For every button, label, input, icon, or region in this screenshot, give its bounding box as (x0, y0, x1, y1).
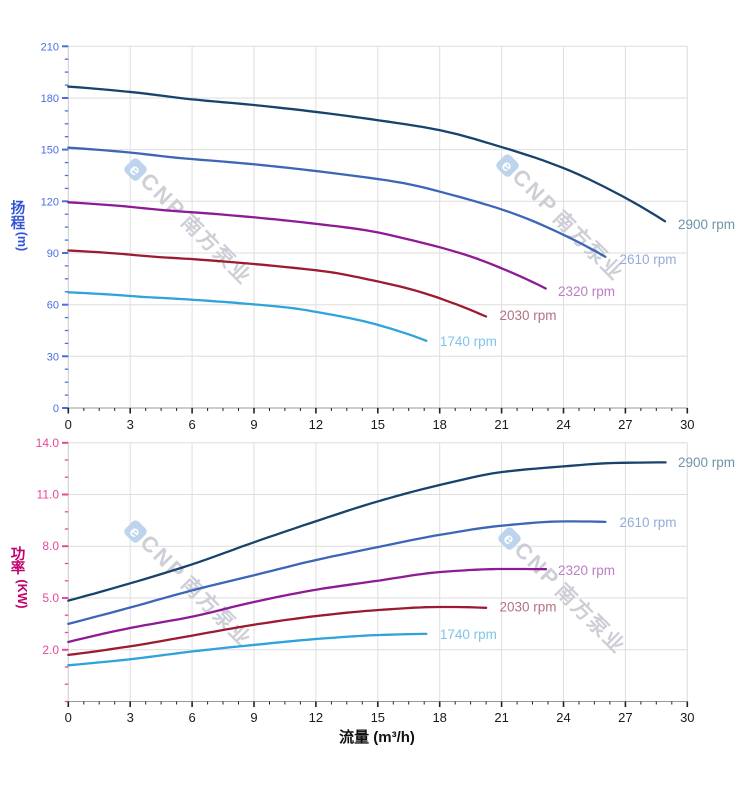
svg-text:180: 180 (41, 93, 59, 105)
svg-text:2030 rpm: 2030 rpm (500, 600, 557, 615)
svg-text:0: 0 (65, 710, 72, 725)
svg-text:2610 rpm: 2610 rpm (620, 515, 677, 530)
svg-text:率: 率 (11, 559, 26, 577)
svg-text:5.0: 5.0 (42, 591, 59, 605)
svg-text:3: 3 (127, 710, 134, 725)
svg-text:扬: 扬 (11, 199, 26, 217)
svg-text:24: 24 (556, 710, 570, 725)
svg-text:27: 27 (618, 710, 632, 725)
svg-text:120: 120 (41, 196, 59, 208)
svg-text:2030 rpm: 2030 rpm (500, 308, 557, 323)
svg-text:(KW): (KW) (15, 579, 29, 608)
svg-text:6: 6 (188, 710, 195, 725)
svg-text:15: 15 (371, 417, 385, 432)
svg-text:2320 rpm: 2320 rpm (558, 563, 615, 578)
svg-text:(m): (m) (15, 232, 29, 251)
svg-text:6: 6 (188, 417, 195, 432)
svg-text:30: 30 (680, 710, 694, 725)
svg-text:9: 9 (250, 417, 257, 432)
svg-text:1740 rpm: 1740 rpm (440, 627, 497, 642)
svg-text:60: 60 (47, 300, 59, 312)
svg-text:210: 210 (41, 41, 59, 53)
svg-text:21: 21 (494, 417, 508, 432)
svg-text:15: 15 (371, 710, 385, 725)
svg-text:27: 27 (618, 417, 632, 432)
svg-text:2.0: 2.0 (42, 643, 59, 657)
svg-text:30: 30 (680, 417, 694, 432)
svg-text:12: 12 (309, 417, 323, 432)
svg-text:12: 12 (309, 710, 323, 725)
svg-text:18: 18 (432, 710, 446, 725)
svg-text:3: 3 (127, 417, 134, 432)
svg-text:9: 9 (250, 710, 257, 725)
svg-text:150: 150 (41, 145, 59, 157)
svg-text:21: 21 (494, 710, 508, 725)
svg-text:0: 0 (53, 403, 59, 415)
svg-text:2900 rpm: 2900 rpm (678, 455, 735, 470)
svg-text:2320 rpm: 2320 rpm (558, 284, 615, 299)
svg-text:1740 rpm: 1740 rpm (440, 334, 497, 349)
svg-text:8.0: 8.0 (42, 539, 59, 553)
svg-text:2610 rpm: 2610 rpm (620, 252, 677, 267)
svg-text:11.0: 11.0 (37, 488, 60, 502)
svg-text:30: 30 (47, 351, 59, 363)
svg-text:90: 90 (47, 248, 59, 260)
svg-text:14.0: 14.0 (36, 436, 60, 450)
svg-text:功: 功 (11, 546, 26, 563)
svg-text:流量 (m³/h): 流量 (m³/h) (339, 728, 415, 746)
svg-text:18: 18 (432, 417, 446, 432)
svg-text:2900 rpm: 2900 rpm (678, 217, 735, 232)
svg-text:0: 0 (65, 417, 72, 432)
svg-text:24: 24 (556, 417, 570, 432)
svg-text:程: 程 (11, 215, 26, 232)
